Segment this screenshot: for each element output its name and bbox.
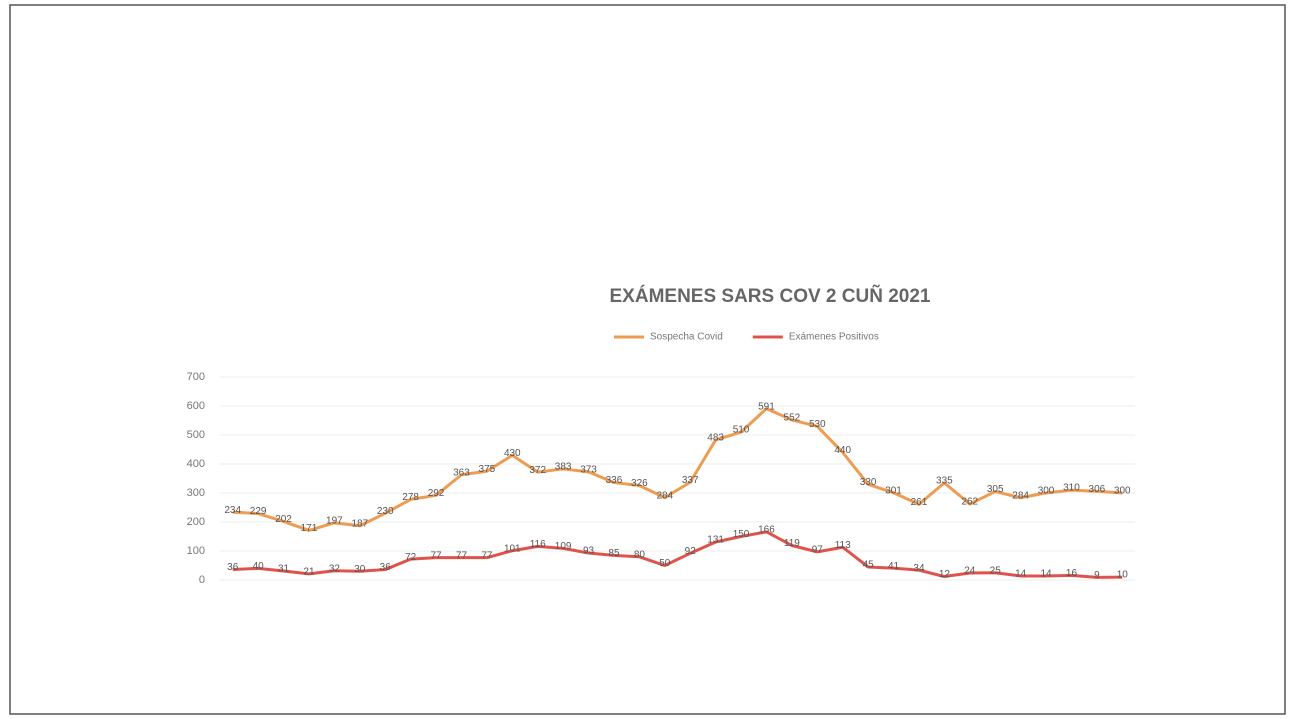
data-label: 12 [939,569,951,580]
data-label: 530 [809,419,826,430]
data-label: 300 [1114,486,1131,497]
data-label: 336 [606,475,623,486]
data-label: 440 [834,445,851,456]
data-label: 284 [1012,490,1029,501]
data-label: 77 [430,550,442,561]
data-label: 9 [1094,570,1100,581]
data-label: 32 [329,563,341,574]
data-label: 330 [860,477,877,488]
data-label: 187 [351,518,368,529]
legend-label: Exámenes Positivos [789,332,879,343]
data-label: 510 [733,425,750,436]
data-label: 14 [1015,569,1027,580]
data-label: 300 [1038,486,1055,497]
frame [9,4,1286,715]
data-label: 375 [479,464,496,475]
data-label: 591 [758,401,775,412]
data-label: 40 [253,561,265,572]
data-label: 50 [659,558,671,569]
data-label: 101 [504,543,521,554]
data-label: 45 [863,560,875,571]
data-label: 335 [936,475,953,486]
series-line [232,530,1123,579]
data-label: 363 [453,467,470,478]
data-label: 97 [812,545,824,556]
data-label: 80 [634,549,646,560]
data-label: 21 [303,567,315,578]
data-label: 36 [380,562,392,573]
data-label: 430 [504,448,521,459]
data-label: 202 [275,514,292,525]
data-label: 36 [227,562,239,573]
y-tick-label: 0 [199,574,205,586]
y-tick-label: 400 [187,458,205,470]
data-label: 372 [529,465,546,476]
data-label: 229 [250,506,267,517]
y-tick-label: 100 [187,545,205,557]
data-label: 383 [555,462,572,473]
data-label: 278 [402,492,419,503]
data-label: 119 [784,538,800,549]
data-label: 131 [707,535,724,546]
data-label: 230 [377,506,394,517]
data-label: 10 [1117,570,1129,581]
data-label: 85 [608,548,620,559]
data-label: 306 [1089,484,1106,495]
data-label: 92 [685,546,697,557]
data-label: 25 [990,565,1002,576]
data-label: 301 [885,485,902,496]
data-label: 30 [354,564,366,575]
data-label: 552 [784,413,801,424]
data-label: 93 [583,546,595,557]
data-label: 292 [428,488,445,499]
y-tick-label: 500 [187,429,205,441]
data-label: 310 [1063,483,1080,494]
data-label: 483 [707,433,724,444]
data-label: 72 [405,552,417,563]
data-label: 77 [481,550,493,561]
data-label: 14 [1040,569,1052,580]
data-label: 284 [656,490,673,501]
data-label: 197 [326,516,343,527]
data-label: 150 [733,529,750,540]
data-label: 24 [964,566,976,577]
data-label: 337 [682,475,699,486]
legend-label: Sospecha Covid [650,332,723,343]
data-label: 41 [888,561,900,572]
y-tick-label: 200 [187,516,205,528]
data-label: 171 [301,523,318,534]
data-label: 326 [631,478,648,489]
data-label: 77 [456,550,468,561]
data-label: 31 [278,564,290,575]
data-label: 262 [961,497,978,508]
data-label: 34 [913,563,925,574]
data-label: 16 [1066,568,1078,579]
series-line [232,407,1123,532]
data-label: 305 [987,484,1004,495]
data-label: 113 [835,540,851,551]
y-tick-label: 600 [187,400,205,412]
data-label: 234 [224,505,241,516]
data-label: 116 [530,539,546,550]
data-label: 261 [911,497,928,508]
data-label: 109 [555,541,572,552]
y-tick-label: 300 [187,487,205,499]
data-label: 166 [758,525,775,536]
data-label: 373 [580,464,597,475]
chart-title: EXÁMENES SARS COV 2 CUÑ 2021 [610,285,931,307]
y-tick-label: 700 [187,371,205,383]
